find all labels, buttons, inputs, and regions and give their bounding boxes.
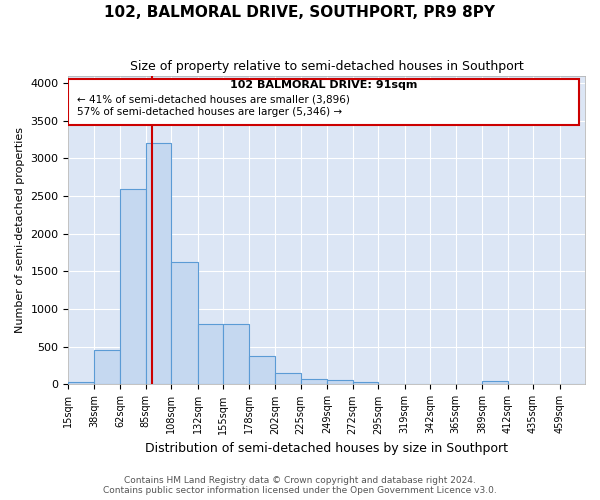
Text: 57% of semi-detached houses are larger (5,346) →: 57% of semi-detached houses are larger (… bbox=[77, 107, 343, 117]
Bar bbox=[121, 190, 146, 384]
Y-axis label: Number of semi-detached properties: Number of semi-detached properties bbox=[15, 127, 25, 333]
Bar bbox=[68, 382, 94, 384]
Text: ← 41% of semi-detached houses are smaller (3,896): ← 41% of semi-detached houses are smalle… bbox=[77, 94, 350, 104]
Bar bbox=[146, 144, 171, 384]
Bar bbox=[301, 379, 327, 384]
Bar bbox=[353, 382, 378, 384]
Text: 102, BALMORAL DRIVE, SOUTHPORT, PR9 8PY: 102, BALMORAL DRIVE, SOUTHPORT, PR9 8PY bbox=[104, 5, 496, 20]
Text: Contains HM Land Registry data © Crown copyright and database right 2024.
Contai: Contains HM Land Registry data © Crown c… bbox=[103, 476, 497, 495]
FancyBboxPatch shape bbox=[68, 78, 580, 124]
Bar bbox=[275, 373, 301, 384]
Title: Size of property relative to semi-detached houses in Southport: Size of property relative to semi-detach… bbox=[130, 60, 524, 73]
Bar bbox=[94, 350, 121, 384]
Bar bbox=[249, 356, 275, 384]
Text: 102 BALMORAL DRIVE: 91sqm: 102 BALMORAL DRIVE: 91sqm bbox=[230, 80, 418, 90]
X-axis label: Distribution of semi-detached houses by size in Southport: Distribution of semi-detached houses by … bbox=[145, 442, 508, 455]
Bar bbox=[198, 324, 223, 384]
Bar bbox=[327, 380, 353, 384]
Bar bbox=[223, 324, 249, 384]
Bar bbox=[171, 262, 198, 384]
Bar bbox=[482, 382, 508, 384]
